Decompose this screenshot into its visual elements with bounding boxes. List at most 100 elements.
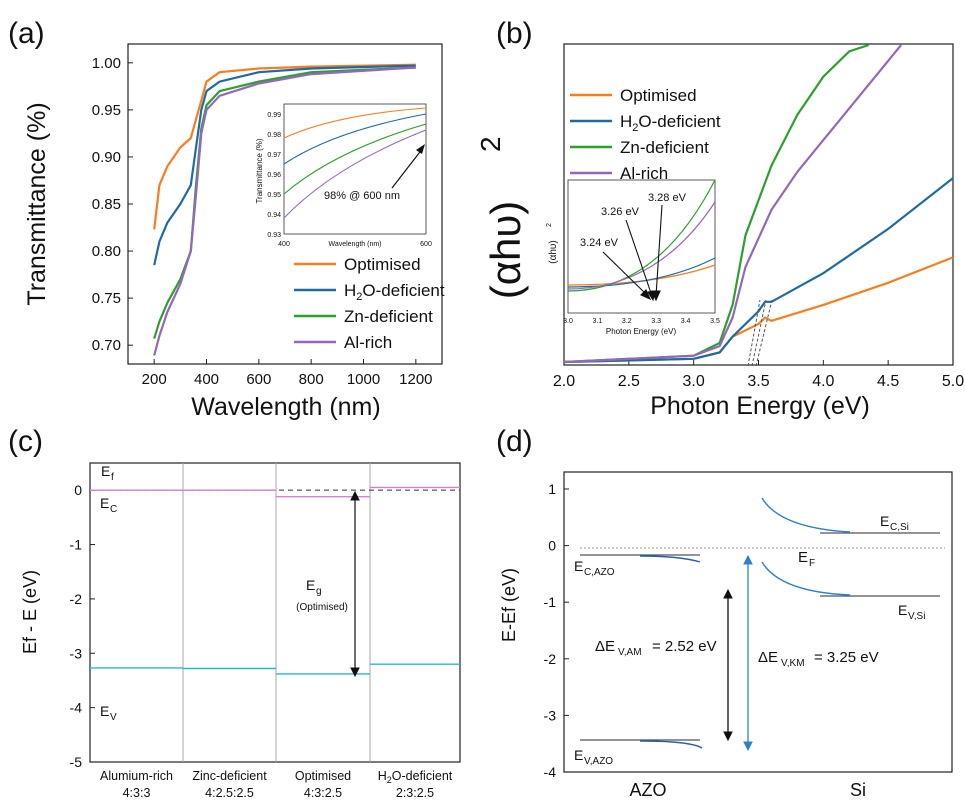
panel-d-label: (d) — [496, 425, 533, 458]
panel-a-inset-ylabel: Transmittance (%) — [255, 138, 264, 203]
panel-d-delta-am-arrow — [723, 588, 733, 742]
legend-label: Al-rich — [344, 333, 392, 352]
panel-c-ef-label: E — [101, 463, 110, 479]
panel-d-ylabel: E-Ef (eV) — [499, 568, 519, 642]
category-ratio: 2:3:2.5 — [396, 786, 434, 800]
ytick-label: -3 — [544, 707, 557, 723]
panel-a-legend: Optimised H2O-deficient Zn-deficient Al-ric… — [294, 255, 445, 352]
panel-c-ev-sub: V — [110, 712, 117, 723]
inset-ytick-label: 0.99 — [267, 112, 281, 119]
panel-c-ylabel: Ef - E (eV) — [20, 570, 40, 654]
inset-xtick-label: 3.2 — [622, 318, 632, 325]
panel-a-inset-arrowhead — [416, 144, 425, 154]
ytick-label: 0.70 — [92, 337, 121, 354]
panel-d-delta-km: ΔE — [758, 649, 778, 666]
ytick-label: -1 — [70, 537, 83, 553]
panel-d-delta-am-val: = 2.52 eV — [652, 638, 717, 655]
series-line-1 — [153, 64, 416, 266]
xtick-label: 1000 — [347, 371, 380, 388]
panel-d-ef-label: E — [798, 549, 808, 566]
panel-d-ev-si-sub: V,Si — [908, 611, 925, 622]
panel-a-inset-series — [283, 107, 427, 219]
inset-series-line-1 — [567, 257, 716, 288]
legend-label: H2O-deficient — [344, 281, 445, 303]
panel-d-ev-azo-sub: V,AZO — [584, 756, 613, 767]
series-line-1 — [563, 177, 954, 364]
legend-label: Optimised — [620, 86, 697, 105]
panel-b-inset-axes — [567, 179, 716, 314]
inset-series-line-3 — [283, 129, 427, 219]
panel-a-inset-xtick: 600 — [420, 241, 432, 248]
xtick-label: 400 — [194, 371, 219, 388]
category-ratio: 4:3:3 — [123, 786, 151, 800]
category-name: Optimised — [295, 769, 351, 783]
inset-ytick-label: 0.93 — [267, 232, 281, 239]
panel-d-delta-am-sub: V,AM — [618, 647, 642, 658]
category-ratio: 4:3:2.5 — [304, 786, 342, 800]
panel-d-ec-si-sub: C,Si — [890, 522, 909, 533]
xtick-label: 600 — [246, 371, 271, 388]
series-line-2 — [563, 43, 870, 364]
panel-c-ec-label: E — [100, 495, 109, 511]
panel-b: (b) 2.0 2.5 3.0 3.5 4.0 4.5 5.0 (αhυ) 2 Photon… — [475, 17, 964, 420]
panel-d-delta-km-val: = 3.25 eV — [814, 649, 879, 666]
panel-d-ev-si-bend — [761, 561, 851, 596]
panel-b-tangent — [747, 299, 761, 367]
panel-c-eg-arrow — [350, 490, 360, 678]
panel-b-inset-ylabel: (αhυ) — [548, 240, 559, 263]
panel-d-ef-sub: F — [809, 558, 815, 569]
xtick-label: 2.5 — [618, 373, 640, 390]
panel-d-ec-azo-sub: C,AZO — [584, 567, 615, 578]
panel-a-ylabel: Transmittance (%) — [23, 102, 51, 305]
panel-b-ylabel-sup: 2 — [475, 136, 506, 152]
ytick-label: 0.95 — [92, 102, 121, 119]
inset-ytick-label: 0.96 — [267, 172, 281, 179]
inset-series-line-0 — [283, 107, 427, 139]
ytick-label: 0 — [548, 538, 556, 554]
panel-d-ev-si-label: E — [898, 602, 907, 618]
panel-b-xticks: 2.0 2.5 3.0 3.5 4.0 4.5 5.0 — [553, 360, 964, 390]
legend-label: Zn-deficient — [344, 307, 433, 326]
panel-b-ylabel: (αhυ) — [482, 201, 529, 300]
inset-ytick-label: 0.98 — [267, 132, 281, 139]
inset-xtick-label: 3.1 — [593, 318, 603, 325]
ytick-label: 0.80 — [92, 243, 121, 260]
ytick-label: -1 — [544, 594, 557, 610]
panel-d-ev-azo-bend — [639, 740, 703, 749]
panel-c-eg-label: E — [306, 577, 315, 593]
panel-c-ec-sub: C — [110, 504, 117, 515]
panel-d-ec-azo-label: E — [574, 558, 583, 574]
ytick-label: 0 — [74, 482, 82, 498]
series-line-0 — [153, 63, 416, 230]
panel-a-xticks: 200 400 600 800 1000 1200 — [142, 359, 433, 388]
category-name: H2O-deficient — [378, 769, 453, 785]
panel-c: (c) 0 -1 -2 -3 -4 -5 Ef - E (eV) Alumium-rich… — [8, 425, 461, 800]
panel-a-series — [153, 63, 416, 356]
panel-d-ec-si-bend — [761, 497, 851, 533]
panel-a-xlabel: Wavelength (nm) — [191, 393, 380, 421]
panel-b-inset-arrows — [602, 204, 663, 302]
xtick-label: 200 — [142, 371, 167, 388]
category-name: Alumium-rich — [100, 769, 173, 783]
panel-b-label: (b) — [496, 17, 533, 50]
inset-ytick-label: 0.95 — [267, 192, 281, 199]
panel-b-inset-annotation: 3.28 eV — [648, 192, 687, 204]
panel-b-tangent — [755, 299, 773, 367]
panel-c-label: (c) — [8, 425, 43, 458]
legend-label: Al-rich — [620, 164, 668, 183]
ytick-label: -3 — [70, 645, 83, 661]
inset-xtick-label: 3.5 — [710, 318, 720, 325]
xtick-label: 800 — [299, 371, 324, 388]
panel-d: (d) 1 0 -1 -2 -3 -4 E-Ef (eV) AZO Si E F E C,… — [496, 425, 953, 800]
ytick-label: 0.85 — [92, 196, 121, 213]
series-line-3 — [153, 66, 416, 356]
panel-c-categories: Alumium-rich 4:3:3 Zinc-deficient 4:2.5:2.5… — [100, 769, 453, 800]
panel-a-inset-axes — [283, 103, 427, 235]
legend-label: Optimised — [344, 255, 421, 274]
panel-b-inset-xticks: 3.0 3.1 3.2 3.3 3.4 3.5 — [563, 318, 720, 325]
panel-d-yticks: 1 0 -1 -2 -3 -4 — [544, 481, 569, 780]
ytick-label: -2 — [544, 651, 557, 667]
panel-d-ec-azo-bend — [639, 555, 701, 563]
panel-d-delta-km-sub: V,KM — [781, 658, 805, 669]
panel-d-xcat: Si — [850, 780, 866, 800]
